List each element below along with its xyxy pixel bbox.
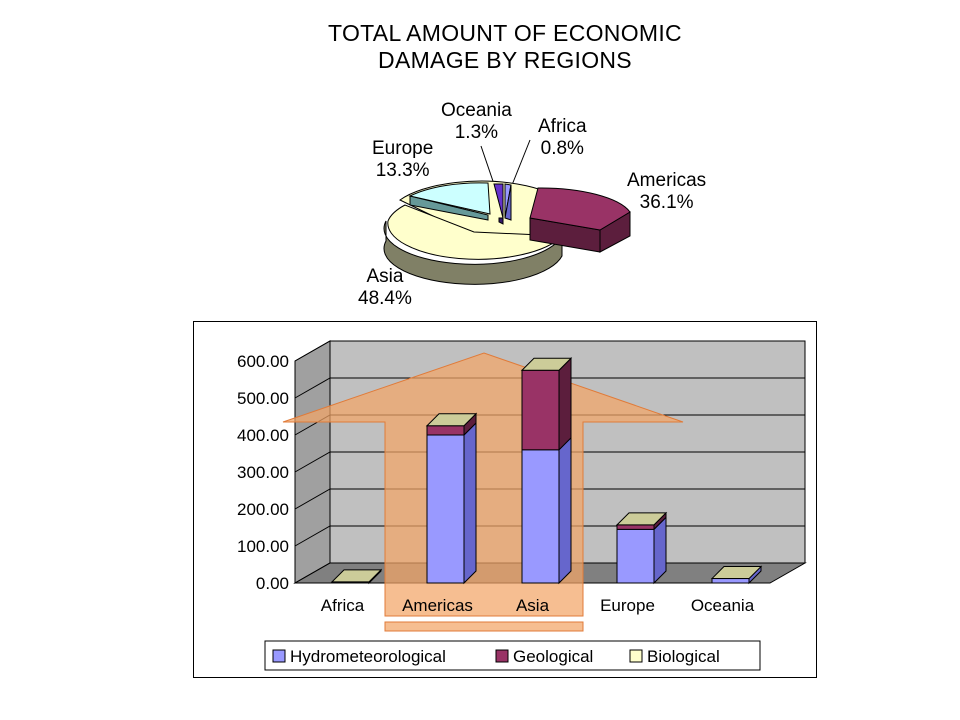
pie-slice-europe xyxy=(408,182,491,215)
x-tick-label-americas: Americas xyxy=(402,596,473,615)
pie-label-asia: Asia 48.4% xyxy=(358,266,412,310)
legend-swatch-biological xyxy=(629,649,643,663)
gridline xyxy=(294,451,805,473)
y-tick-label: 300.00 xyxy=(237,463,289,482)
pie-slice-oceania-side xyxy=(498,217,504,225)
pie-slice-asia-top xyxy=(387,204,564,260)
legend-swatch-hydrometeorological xyxy=(272,649,286,663)
pie-label-asia-value: 48.4% xyxy=(358,288,412,309)
pie-label-oceania-value: 1.3% xyxy=(454,122,499,143)
bar-americas-hydrometeorological xyxy=(426,434,465,584)
bar-side-asia-geological xyxy=(558,357,572,452)
chart-title: TOTAL AMOUNT OF ECONOMIC DAMAGE BY REGIO… xyxy=(230,20,780,74)
y-tick-label: 400.00 xyxy=(237,426,289,445)
bar-oceania-hydrometeorological xyxy=(711,578,750,584)
pie-slice-asia-side xyxy=(383,220,563,285)
bar-top-europe xyxy=(615,512,668,526)
bar-chart-frame xyxy=(193,321,817,678)
legend: Hydrometeorological Geological Biological xyxy=(264,640,761,671)
highlight-arrow-tail xyxy=(384,621,584,632)
y-axis-ticks: 0.00 100.00 200.00 300.00 400.00 500.00 600.00 xyxy=(237,352,289,593)
x-axis-labels: Africa Americas Asia Europe Oceania xyxy=(321,596,755,615)
legend-box xyxy=(264,640,761,671)
bar-side-americas-hydrometeorological xyxy=(463,421,477,585)
pie-label-americas-value: 36.1% xyxy=(639,192,694,213)
y-tick-label: 0.00 xyxy=(256,574,289,593)
bar-asia-geological xyxy=(521,369,560,451)
legend-label-hydrometeorological: Hydrometeorological xyxy=(290,647,446,666)
bar-asia-hydrometeorological xyxy=(521,449,560,584)
bar-europe-geological xyxy=(616,524,655,530)
gridline xyxy=(294,340,805,362)
x-tick-label-asia: Asia xyxy=(516,596,550,615)
pie-slice-americas xyxy=(529,187,631,231)
pie-slice-europe-side xyxy=(409,195,489,221)
gridline xyxy=(294,377,805,399)
pie-label-americas: Americas 36.1% xyxy=(627,170,706,214)
y-tick-label: 100.00 xyxy=(237,537,289,556)
pie-label-europe-value: 13.3% xyxy=(375,160,430,181)
x-tick-label-africa: Africa xyxy=(321,596,365,615)
x-tick-label-europe: Europe xyxy=(600,596,655,615)
pie-label-europe-name: Europe xyxy=(372,138,434,159)
pie-chart xyxy=(383,139,631,285)
bar-side-asia-hydrometeorological xyxy=(558,436,572,585)
bar-europe-hydrometeorological xyxy=(616,528,655,584)
pie-slice-africa-side xyxy=(504,184,512,221)
highlight-arrow xyxy=(282,352,684,632)
y-tick-label: 200.00 xyxy=(237,500,289,519)
pie-label-africa: Africa 0.8% xyxy=(538,116,587,160)
bar-top-asia xyxy=(520,357,573,371)
chart-title-line1: TOTAL AMOUNT OF ECONOMIC xyxy=(328,20,682,46)
pie-label-asia-name: Asia xyxy=(366,266,404,287)
pie-label-oceania: Oceania 1.3% xyxy=(441,100,512,144)
bar-top-africa xyxy=(330,569,383,583)
highlight-arrow-shape xyxy=(282,352,684,617)
bar-series xyxy=(330,357,763,585)
x-tick-label-oceania: Oceania xyxy=(691,596,755,615)
pie-label-europe: Europe 13.3% xyxy=(372,138,433,182)
y-tick-label: 500.00 xyxy=(237,389,289,408)
bar-americas-geological xyxy=(426,425,465,436)
pie-label-africa-value: 0.8% xyxy=(540,138,584,159)
pie-slice-oceania xyxy=(493,183,504,219)
legend-swatch-geological xyxy=(495,649,509,663)
gridline xyxy=(294,488,805,510)
bar-top-oceania xyxy=(710,566,763,580)
pie-label-americas-name: Americas xyxy=(627,170,707,191)
africa-leader-line xyxy=(509,139,531,191)
chart-title-line2: DAMAGE BY REGIONS xyxy=(378,47,632,73)
legend-label-biological: Biological xyxy=(647,647,720,666)
bar-top-americas xyxy=(425,413,478,427)
pie-label-africa-name: Africa xyxy=(538,116,587,137)
y-tick-label: 600.00 xyxy=(237,352,289,371)
pie-label-oceania-name: Oceania xyxy=(441,100,512,121)
legend-label-geological: Geological xyxy=(513,647,593,666)
